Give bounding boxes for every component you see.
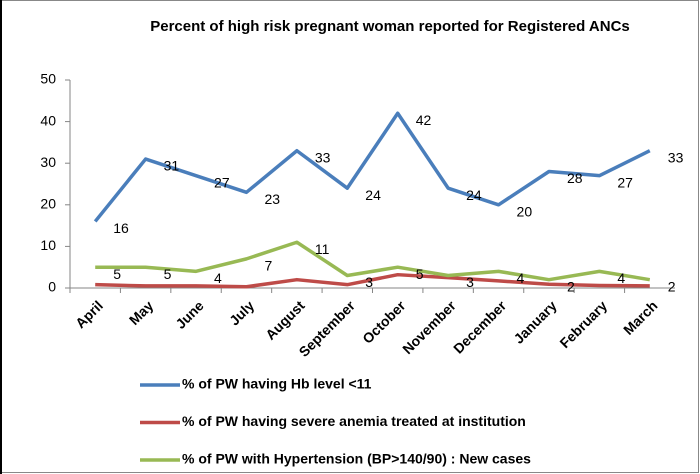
data-label: 5 <box>416 266 424 282</box>
data-label: 24 <box>466 187 482 203</box>
data-label: 23 <box>264 191 280 207</box>
data-label: 33 <box>668 149 684 165</box>
data-label: 3 <box>365 274 373 290</box>
data-label: 3 <box>466 274 474 290</box>
y-tick-label: 20 <box>40 196 56 212</box>
data-label: 16 <box>113 220 129 236</box>
data-label: 24 <box>365 187 381 203</box>
data-label: 27 <box>617 174 633 190</box>
y-tick-label: 0 <box>48 279 56 295</box>
legend-label: % of PW having Hb level <11 <box>182 376 372 392</box>
data-label: 4 <box>617 270 625 286</box>
data-label: 5 <box>113 266 121 282</box>
series-line <box>95 272 650 289</box>
y-tick-label: 50 <box>40 71 56 87</box>
series-line <box>93 111 651 223</box>
data-label: 4 <box>214 270 222 286</box>
data-label: 7 <box>264 258 272 274</box>
data-label: 27 <box>214 174 230 190</box>
data-label: 20 <box>517 204 533 220</box>
data-label: 11 <box>315 241 330 257</box>
series-line <box>95 240 651 282</box>
data-label: 33 <box>315 149 331 165</box>
data-label: 28 <box>567 170 583 186</box>
legend-label: % of PW having severe anemia treated at … <box>182 413 526 429</box>
legend-label: % of PW with Hypertension (BP>140/90) : … <box>182 451 531 467</box>
chart-title: Percent of high risk pregnant woman repo… <box>150 18 630 35</box>
data-label: 31 <box>164 158 180 174</box>
y-tick-label: 10 <box>40 237 56 253</box>
data-label: 4 <box>517 270 525 286</box>
y-tick-label: 30 <box>40 154 56 170</box>
data-label: 5 <box>164 266 172 282</box>
data-label: 42 <box>416 112 432 128</box>
data-label: 2 <box>668 278 676 294</box>
y-tick-label: 40 <box>40 112 56 128</box>
data-label: 2 <box>567 278 575 294</box>
